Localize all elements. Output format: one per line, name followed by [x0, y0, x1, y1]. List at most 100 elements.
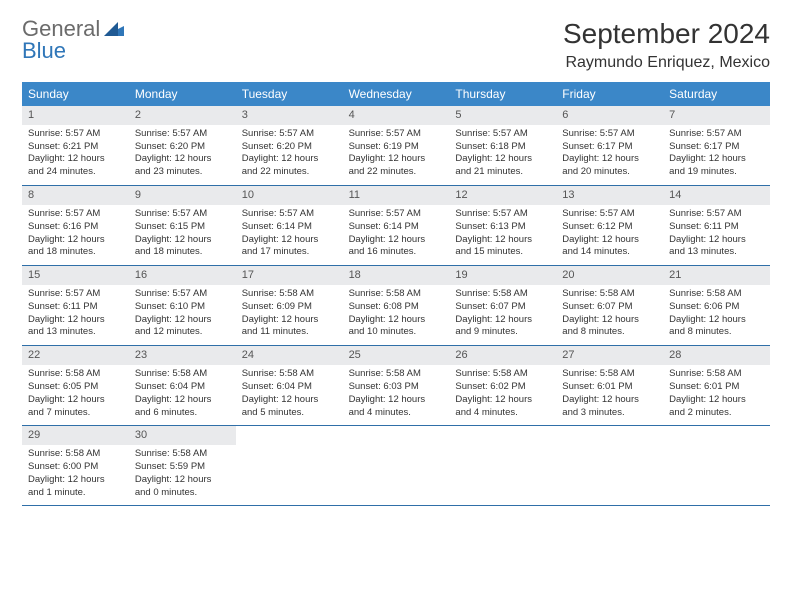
day-line: Daylight: 12 hours	[349, 394, 444, 407]
day-line: Daylight: 12 hours	[135, 474, 230, 487]
day-line: and 17 minutes.	[242, 246, 337, 259]
day-line: Sunrise: 5:58 AM	[455, 288, 550, 301]
day-line: Daylight: 12 hours	[135, 153, 230, 166]
day-line: Daylight: 12 hours	[669, 153, 764, 166]
day-line: and 10 minutes.	[349, 326, 444, 339]
day-cell: 6Sunrise: 5:57 AMSunset: 6:17 PMDaylight…	[556, 106, 663, 185]
day-line: and 18 minutes.	[135, 246, 230, 259]
day-line: Sunset: 6:07 PM	[455, 301, 550, 314]
day-line: Sunset: 6:13 PM	[455, 221, 550, 234]
day-body: Sunrise: 5:58 AMSunset: 6:05 PMDaylight:…	[22, 365, 129, 425]
day-line: Daylight: 12 hours	[242, 314, 337, 327]
day-line: Sunset: 6:01 PM	[562, 381, 657, 394]
day-line: Sunset: 6:00 PM	[28, 461, 123, 474]
day-line: Sunset: 6:20 PM	[242, 141, 337, 154]
day-header-cell: Thursday	[449, 82, 556, 106]
day-number: 28	[663, 346, 770, 365]
day-body: Sunrise: 5:58 AMSunset: 6:04 PMDaylight:…	[129, 365, 236, 425]
day-line: Sunset: 6:04 PM	[135, 381, 230, 394]
day-line: Sunset: 6:16 PM	[28, 221, 123, 234]
day-cell: 8Sunrise: 5:57 AMSunset: 6:16 PMDaylight…	[22, 186, 129, 265]
day-body: Sunrise: 5:57 AMSunset: 6:16 PMDaylight:…	[22, 205, 129, 265]
day-line: and 7 minutes.	[28, 407, 123, 420]
day-cell: 16Sunrise: 5:57 AMSunset: 6:10 PMDayligh…	[129, 266, 236, 345]
day-line: Sunrise: 5:57 AM	[242, 128, 337, 141]
day-body: Sunrise: 5:57 AMSunset: 6:10 PMDaylight:…	[129, 285, 236, 345]
day-number: 15	[22, 266, 129, 285]
day-body: Sunrise: 5:57 AMSunset: 6:18 PMDaylight:…	[449, 125, 556, 185]
title-block: September 2024 Raymundo Enriquez, Mexico	[563, 18, 770, 72]
month-title: September 2024	[563, 18, 770, 50]
day-line: Sunset: 6:12 PM	[562, 221, 657, 234]
day-line: Daylight: 12 hours	[455, 314, 550, 327]
day-line: Sunrise: 5:58 AM	[242, 368, 337, 381]
week-row: 1Sunrise: 5:57 AMSunset: 6:21 PMDaylight…	[22, 106, 770, 186]
day-line: Daylight: 12 hours	[455, 153, 550, 166]
day-body: Sunrise: 5:57 AMSunset: 6:19 PMDaylight:…	[343, 125, 450, 185]
day-number: 27	[556, 346, 663, 365]
day-line: Sunset: 6:17 PM	[669, 141, 764, 154]
day-line: Sunrise: 5:57 AM	[349, 128, 444, 141]
logo-icon	[104, 16, 124, 41]
day-line: Daylight: 12 hours	[242, 234, 337, 247]
day-line: Sunrise: 5:58 AM	[455, 368, 550, 381]
day-body: Sunrise: 5:57 AMSunset: 6:17 PMDaylight:…	[556, 125, 663, 185]
day-cell: 11Sunrise: 5:57 AMSunset: 6:14 PMDayligh…	[343, 186, 450, 265]
day-line: Daylight: 12 hours	[669, 314, 764, 327]
day-number: 16	[129, 266, 236, 285]
day-body: Sunrise: 5:57 AMSunset: 6:14 PMDaylight:…	[343, 205, 450, 265]
day-line: and 2 minutes.	[669, 407, 764, 420]
day-cell: 19Sunrise: 5:58 AMSunset: 6:07 PMDayligh…	[449, 266, 556, 345]
page-header: General Blue September 2024 Raymundo Enr…	[22, 18, 770, 72]
day-cell: 22Sunrise: 5:58 AMSunset: 6:05 PMDayligh…	[22, 346, 129, 425]
day-line: Sunrise: 5:57 AM	[669, 128, 764, 141]
day-line: and 24 minutes.	[28, 166, 123, 179]
day-header-row: SundayMondayTuesdayWednesdayThursdayFrid…	[22, 82, 770, 106]
day-cell: 15Sunrise: 5:57 AMSunset: 6:11 PMDayligh…	[22, 266, 129, 345]
day-line: Sunset: 6:15 PM	[135, 221, 230, 234]
week-row: 29Sunrise: 5:58 AMSunset: 6:00 PMDayligh…	[22, 426, 770, 506]
day-body: Sunrise: 5:58 AMSunset: 6:03 PMDaylight:…	[343, 365, 450, 425]
day-line: and 15 minutes.	[455, 246, 550, 259]
day-line: Sunset: 6:11 PM	[28, 301, 123, 314]
day-cell: 20Sunrise: 5:58 AMSunset: 6:07 PMDayligh…	[556, 266, 663, 345]
day-number: 30	[129, 426, 236, 445]
week-row: 8Sunrise: 5:57 AMSunset: 6:16 PMDaylight…	[22, 186, 770, 266]
day-cell: 30Sunrise: 5:58 AMSunset: 5:59 PMDayligh…	[129, 426, 236, 505]
day-body: Sunrise: 5:57 AMSunset: 6:14 PMDaylight:…	[236, 205, 343, 265]
day-number: 7	[663, 106, 770, 125]
day-line: Daylight: 12 hours	[135, 234, 230, 247]
day-line: and 12 minutes.	[135, 326, 230, 339]
day-number: 25	[343, 346, 450, 365]
day-line: and 20 minutes.	[562, 166, 657, 179]
day-number: 13	[556, 186, 663, 205]
day-line: Sunset: 6:03 PM	[349, 381, 444, 394]
day-header-cell: Friday	[556, 82, 663, 106]
day-cell: 7 Sunrise: 5:57 AMSunset: 6:17 PMDaylight…	[663, 106, 770, 185]
day-number: 21	[663, 266, 770, 285]
day-line: Daylight: 12 hours	[28, 153, 123, 166]
day-line: Daylight: 12 hours	[28, 474, 123, 487]
day-line: Daylight: 12 hours	[135, 314, 230, 327]
day-cell: 2Sunrise: 5:57 AMSunset: 6:20 PMDaylight…	[129, 106, 236, 185]
day-cell: 21Sunrise: 5:58 AMSunset: 6:06 PMDayligh…	[663, 266, 770, 345]
day-body: Sunrise: 5:58 AMSunset: 5:59 PMDaylight:…	[129, 445, 236, 505]
day-line: Daylight: 12 hours	[28, 234, 123, 247]
day-body: Sunrise: 5:58 AMSunset: 6:00 PMDaylight:…	[22, 445, 129, 505]
day-cell: 27Sunrise: 5:58 AMSunset: 6:01 PMDayligh…	[556, 346, 663, 425]
empty-cell	[556, 426, 663, 505]
day-cell: 3Sunrise: 5:57 AMSunset: 6:20 PMDaylight…	[236, 106, 343, 185]
day-line: Sunrise: 5:57 AM	[455, 128, 550, 141]
day-line: Daylight: 12 hours	[349, 234, 444, 247]
day-line: and 9 minutes.	[455, 326, 550, 339]
day-body: Sunrise: 5:58 AMSunset: 6:07 PMDaylight:…	[449, 285, 556, 345]
day-number: 3	[236, 106, 343, 125]
day-line: Sunset: 6:09 PM	[242, 301, 337, 314]
day-line: Sunrise: 5:58 AM	[135, 448, 230, 461]
day-number: 26	[449, 346, 556, 365]
day-line: and 8 minutes.	[669, 326, 764, 339]
day-line: Daylight: 12 hours	[562, 314, 657, 327]
day-line: Sunrise: 5:57 AM	[349, 208, 444, 221]
day-header-cell: Wednesday	[343, 82, 450, 106]
day-line: and 3 minutes.	[562, 407, 657, 420]
